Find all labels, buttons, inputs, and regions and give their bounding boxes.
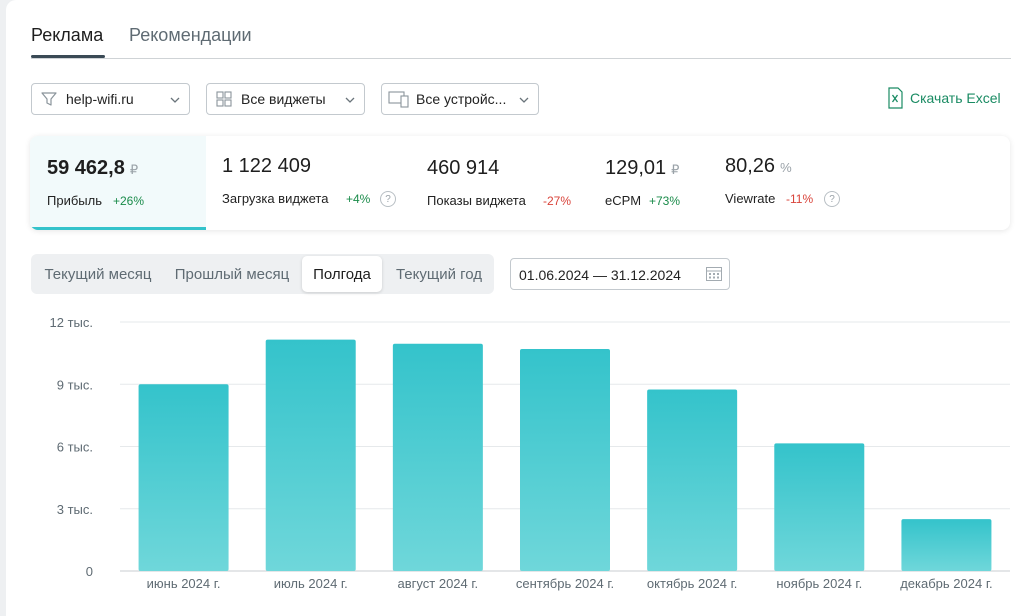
stat-label: Показы виджета	[427, 193, 526, 208]
stat-viewrate[interactable]: 80,26% Viewrate -11% ?	[710, 136, 870, 230]
chevron-down-icon	[518, 93, 530, 111]
stat-change: -11%	[786, 192, 814, 206]
chart-bar[interactable]	[265, 339, 356, 571]
period-current-year[interactable]: Текущий год	[395, 265, 483, 283]
tab-recommendations[interactable]: Рекомендации	[129, 25, 252, 45]
stat-currency: ₽	[129, 162, 139, 177]
site-filter-select[interactable]: help-wifi.ru	[31, 83, 190, 115]
download-excel-label: Скачать Excel	[910, 90, 1001, 106]
chevron-down-icon	[169, 93, 181, 111]
device-filter-select[interactable]: Все устройс...	[381, 83, 539, 115]
y-tick-label: 3 тыс.	[57, 502, 93, 517]
stat-value: 80,26	[725, 155, 776, 177]
widgets-grid-icon	[213, 90, 235, 108]
stat-label: Загрузка виджета	[222, 191, 329, 206]
period-last-month[interactable]: Прошлый месяц	[174, 265, 290, 283]
stat-change: +26%	[113, 194, 145, 208]
calendar-icon[interactable]	[705, 265, 723, 288]
x-tick-label: август 2024 г.	[398, 576, 479, 591]
excel-file-icon	[888, 87, 903, 109]
stat-change: +73%	[649, 194, 681, 208]
stat-value: 59 462,8	[47, 157, 125, 179]
date-range-picker[interactable]: 01.06.2024 — 31.12.2024	[510, 258, 730, 290]
y-tick-label: 6 тыс.	[57, 440, 93, 455]
stat-label: Прибыль	[47, 193, 102, 208]
device-filter-value: Все устройс...	[416, 91, 507, 107]
y-tick-label: 0	[86, 564, 93, 579]
chart-bar[interactable]	[138, 384, 229, 571]
stat-ecpm[interactable]: 129,01 ₽ eCPM +73%	[590, 136, 710, 230]
stat-value: 129,01	[605, 157, 667, 179]
tab-advertising[interactable]: Реклама	[31, 25, 104, 45]
x-tick-label: июль 2024 г.	[274, 576, 348, 591]
tab-bar: Реклама Рекомендации	[31, 0, 1011, 59]
help-icon[interactable]: ?	[380, 191, 396, 207]
stat-profit[interactable]: 59 462,8 ₽ Прибыль +26%	[30, 136, 206, 230]
x-tick-label: июнь 2024 г.	[147, 576, 221, 591]
stat-label: Viewrate	[725, 191, 776, 206]
devices-icon	[388, 90, 410, 108]
stat-currency: ₽	[671, 162, 680, 177]
x-tick-label: сентябрь 2024 г.	[516, 576, 614, 591]
stat-value: 460 914	[427, 157, 500, 179]
chevron-down-icon	[344, 93, 356, 111]
period-selector: Текущий месяц Прошлый месяц Полгода Теку…	[31, 254, 494, 294]
period-current-month[interactable]: Текущий месяц	[44, 265, 152, 283]
y-tick-label: 12 тыс.	[50, 315, 93, 330]
stat-currency: %	[780, 160, 792, 175]
period-half-year[interactable]: Полгода	[302, 256, 382, 292]
stat-widget-loads[interactable]: 1 122 409 Загрузка виджета +4% ?	[206, 136, 406, 230]
date-range-value: 01.06.2024 — 31.12.2024	[519, 267, 681, 283]
stat-widget-impressions[interactable]: 460 914 Показы виджета -27%	[411, 136, 591, 230]
widget-filter-value: Все виджеты	[241, 91, 326, 107]
x-tick-label: декабрь 2024 г.	[900, 576, 992, 591]
y-tick-label: 9 тыс.	[57, 377, 93, 392]
stat-change: +4%	[346, 192, 371, 206]
x-tick-label: ноябрь 2024 г.	[776, 576, 862, 591]
site-filter-value: help-wifi.ru	[66, 91, 134, 107]
help-icon[interactable]: ?	[824, 191, 840, 207]
active-stat-indicator	[30, 227, 206, 230]
widget-filter-select[interactable]: Все виджеты	[206, 83, 365, 115]
stats-panel: 59 462,8 ₽ Прибыль +26% 1 122 409 Загрузк…	[30, 136, 1010, 230]
active-tab-indicator	[31, 55, 105, 58]
chart-bar[interactable]	[647, 389, 738, 571]
chart-bar[interactable]	[392, 343, 483, 571]
x-tick-label: октябрь 2024 г.	[647, 576, 737, 591]
profit-bar-chart: 0 3 тыс. 6 тыс. 9 тыс. 12 тыс. июнь 2024 г. ию…	[50, 315, 1010, 591]
chart-bar[interactable]	[774, 443, 865, 571]
active-stat-background	[30, 136, 206, 230]
stat-value: 1 122 409	[222, 155, 311, 177]
stat-change: -27%	[543, 194, 572, 208]
download-excel-button[interactable]: Скачать Excel	[886, 87, 1001, 109]
stat-label: eCPM	[605, 193, 642, 208]
chart-bar[interactable]	[901, 519, 992, 571]
chart-bar[interactable]	[520, 348, 610, 571]
filter-icon	[38, 90, 60, 108]
